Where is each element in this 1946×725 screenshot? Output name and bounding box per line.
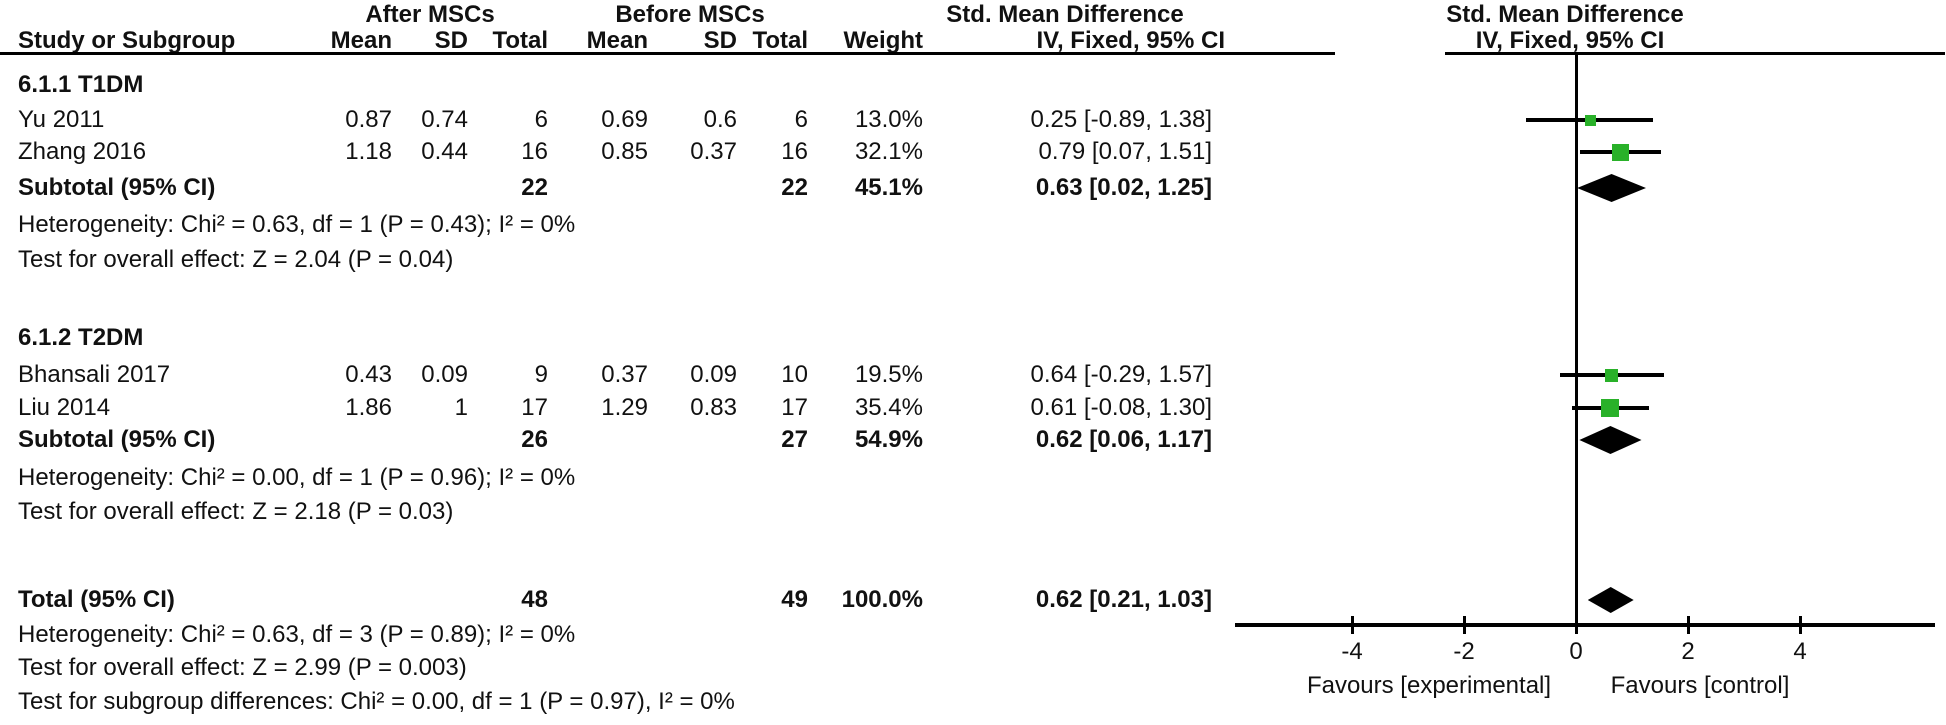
col-mean-after: Mean (330, 27, 392, 54)
heterogeneity-line: Heterogeneity: Chi² = 0.63, df = 1 (P = … (18, 211, 576, 238)
favours-control-label: Favours [control] (1610, 672, 1790, 699)
x-axis-line (1235, 623, 1935, 627)
study-row-total2: 17 (781, 394, 808, 421)
overall-effect-line: Test for overall effect: Z = 2.18 (P = 0… (18, 498, 454, 525)
total-row-weight: 100.0% (841, 586, 923, 613)
axis-tick (1350, 616, 1354, 634)
study-name: Zhang 2016 (18, 138, 147, 165)
col-mean-before: Mean (586, 27, 648, 54)
axis-tick-label: -4 (1341, 638, 1363, 665)
subtotal-label: Subtotal (95% CI) (18, 174, 216, 201)
zero-line (1574, 54, 1578, 634)
study-row-sd1: 1 (454, 394, 468, 421)
study-row-ci_text: 0.61 [-0.08, 1.30] (1030, 394, 1212, 421)
study-row-mean2: 0.85 (601, 138, 648, 165)
study-row-total2: 6 (794, 106, 808, 133)
subtotal-label: Subtotal (95% CI) (18, 426, 216, 453)
heterogeneity-line: Heterogeneity: Chi² = 0.00, df = 1 (P = … (18, 464, 576, 491)
header-smd-left: Std. Mean Difference (946, 1, 1184, 28)
study-row-mean2: 1.29 (601, 394, 648, 421)
pooled-diamond (1587, 587, 1634, 613)
study-row-mean1: 1.18 (345, 138, 392, 165)
pooled-diamond (1579, 426, 1642, 454)
study-row-total1: 17 (521, 394, 548, 421)
study-row-sd2: 0.83 (690, 394, 737, 421)
axis-tick (1686, 616, 1690, 634)
total-label: Total (95% CI) (18, 586, 175, 613)
header-before-mscs: Before MSCs (615, 1, 765, 28)
subtotal-row-weight: 54.9% (854, 426, 923, 453)
header-rule-left (0, 52, 1335, 55)
study-row-mean1: 0.87 (345, 106, 392, 133)
study-row-total2: 16 (781, 138, 808, 165)
study-row-total1: 6 (534, 106, 548, 133)
subtotal-row-total2: 22 (781, 174, 808, 201)
subtotal-row-weight: 45.1% (854, 174, 923, 201)
study-row-mean1: 0.43 (345, 361, 392, 388)
axis-tick (1574, 616, 1578, 634)
axis-tick (1462, 616, 1466, 634)
overall-effect-line: Test for overall effect: Z = 2.04 (P = 0… (18, 246, 454, 273)
axis-tick-label: -2 (1453, 638, 1475, 665)
study-row-mean2: 0.37 (601, 361, 648, 388)
subgroup-label: 6.1.1 T1DM (18, 71, 144, 98)
subtotal-row-ci_text: 0.62 [0.06, 1.17] (1035, 426, 1212, 453)
study-row-sd1: 0.09 (421, 361, 468, 388)
study-row-sd2: 0.09 (690, 361, 737, 388)
pooled-diamond (1577, 174, 1646, 202)
effect-square (1601, 399, 1620, 417)
study-row-weight: 19.5% (854, 361, 923, 388)
col-study-or-subgroup: Study or Subgroup (18, 27, 236, 54)
total-row-total2: 49 (781, 586, 808, 613)
axis-tick-label: 4 (1793, 638, 1807, 665)
study-row-weight: 32.1% (854, 138, 923, 165)
study-row-total1: 9 (534, 361, 548, 388)
subtotal-row-ci_text: 0.63 [0.02, 1.25] (1035, 174, 1212, 201)
header-rule-right (1445, 52, 1945, 55)
header-smd-right: Std. Mean Difference (1446, 1, 1684, 28)
study-row-sd2: 0.37 (690, 138, 737, 165)
study-row-weight: 35.4% (854, 394, 923, 421)
subgroup-label: 6.1.2 T2DM (18, 324, 144, 351)
study-name: Bhansali 2017 (18, 361, 171, 388)
col-ci-right: IV, Fixed, 95% CI (1475, 27, 1665, 54)
study-row-ci_text: 0.25 [-0.89, 1.38] (1030, 106, 1212, 133)
study-row-mean1: 1.86 (345, 394, 392, 421)
effect-square (1611, 143, 1629, 161)
col-sd-before: SD (703, 27, 737, 54)
subtotal-row-total1: 22 (521, 174, 548, 201)
effect-square (1605, 368, 1619, 382)
study-row-sd2: 0.6 (703, 106, 737, 133)
total-row-ci_text: 0.62 [0.21, 1.03] (1035, 586, 1212, 613)
total-row-total1: 48 (521, 586, 548, 613)
total-heterogeneity-line: Heterogeneity: Chi² = 0.63, df = 3 (P = … (18, 621, 576, 648)
study-row-mean2: 0.69 (601, 106, 648, 133)
col-total-before: Total (752, 27, 808, 54)
favours-experimental-label: Favours [experimental] (1306, 672, 1552, 699)
study-name: Yu 2011 (18, 106, 105, 133)
subtotal-row-total1: 26 (521, 426, 548, 453)
study-row-total1: 16 (521, 138, 548, 165)
axis-tick-label: 0 (1569, 638, 1583, 665)
axis-tick (1798, 616, 1802, 634)
col-total-after: Total (492, 27, 548, 54)
study-row-ci_text: 0.64 [-0.29, 1.57] (1030, 361, 1212, 388)
study-row-sd1: 0.74 (421, 106, 468, 133)
study-row-total2: 10 (781, 361, 808, 388)
study-row-weight: 13.0% (854, 106, 923, 133)
col-ci-left: IV, Fixed, 95% CI (1036, 27, 1225, 54)
study-name: Liu 2014 (18, 394, 111, 421)
subgroup-differences-line: Test for subgroup differences: Chi² = 0.… (18, 688, 735, 715)
col-weight: Weight (843, 27, 923, 54)
col-sd-after: SD (434, 27, 468, 54)
total-overall-effect-line: Test for overall effect: Z = 2.99 (P = 0… (18, 654, 467, 681)
header-after-mscs: After MSCs (365, 1, 495, 28)
study-row-sd1: 0.44 (421, 138, 468, 165)
effect-square (1584, 114, 1596, 126)
axis-tick-label: 2 (1681, 638, 1695, 665)
subtotal-row-total2: 27 (781, 426, 808, 453)
study-row-ci_text: 0.79 [0.07, 1.51] (1038, 138, 1212, 165)
